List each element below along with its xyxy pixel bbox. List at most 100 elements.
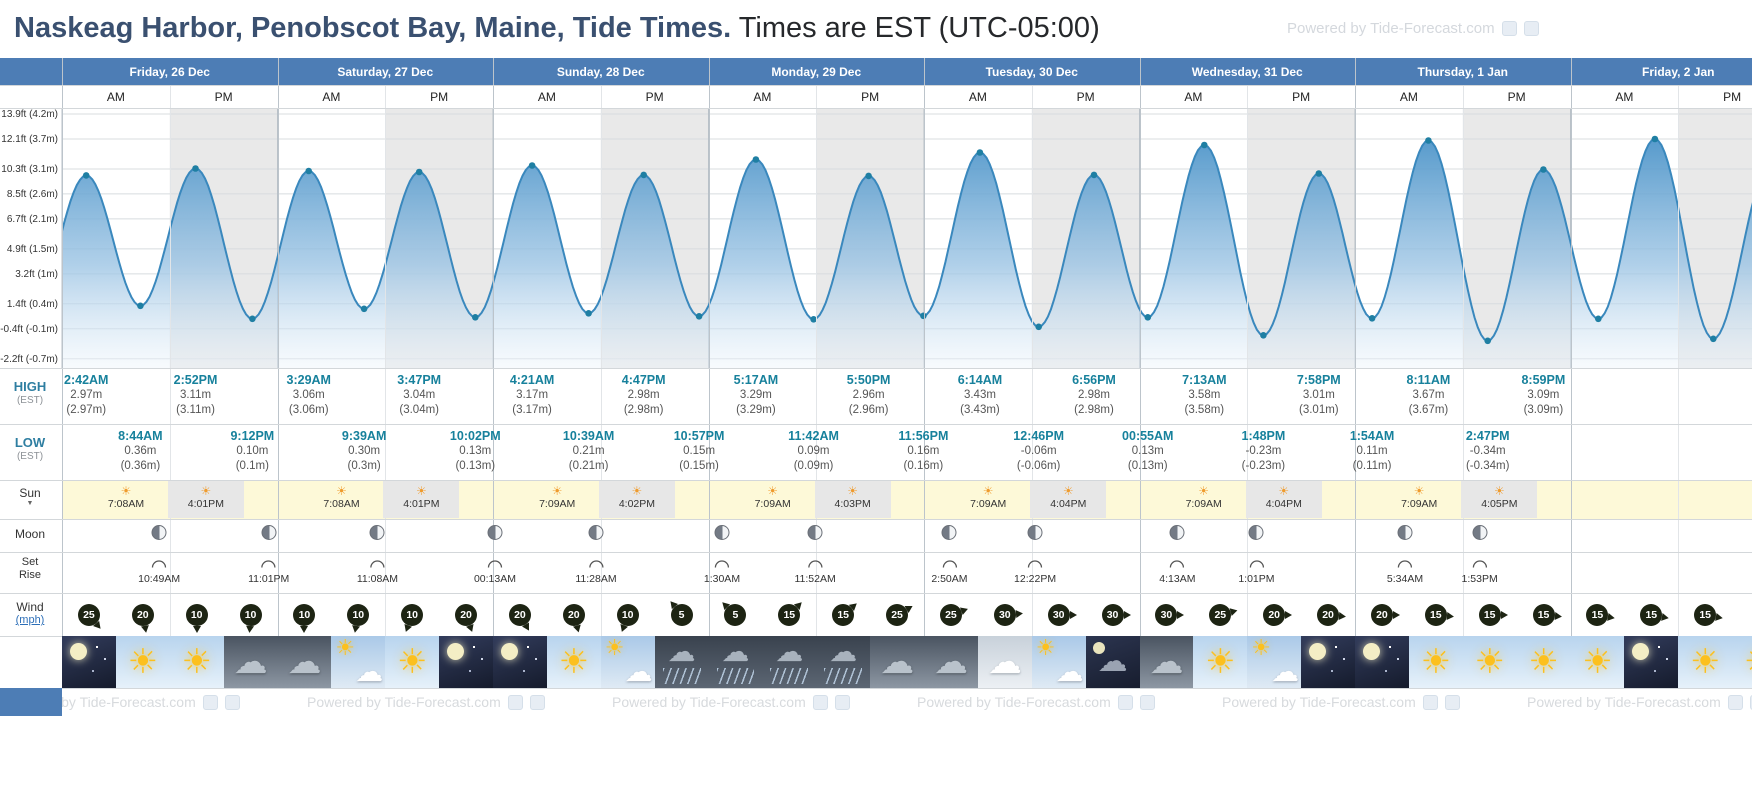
- moon-setrise-entry: 12:22PM: [1014, 555, 1056, 585]
- wind-speed-badge: 10: [347, 604, 370, 634]
- weather-icon-suncloud: ☀ ☁: [600, 636, 655, 688]
- wind-speed-badge: 5: [666, 598, 693, 626]
- day-header: Tuesday, 30 Dec: [924, 58, 1140, 85]
- moon-setrise-entry: 1:53PM: [1462, 555, 1498, 585]
- low-tide-entry: 1:48PM -0.23m (-0.23m): [1241, 429, 1286, 473]
- wind-speed-badge: 10: [401, 604, 424, 634]
- weather-icon-sun: ☀: [1516, 636, 1571, 688]
- y-axis-label: 8.5ft (2.6m): [6, 188, 58, 200]
- watermark-text: Powered by Tide-Forecast.com: [612, 694, 806, 710]
- sunrise-entry: ☀ 7:09AM: [1185, 484, 1222, 510]
- powered-by-watermark: Powered by Tide-Forecast.com: [612, 694, 850, 710]
- moon-setrise-entry: 11:28AM: [575, 555, 617, 585]
- wind-speed-badge: 25: [1209, 604, 1239, 626]
- sunset-entry: ☀ 4:02PM: [618, 484, 656, 510]
- wind-speed-badge: 20: [562, 604, 585, 634]
- watermark-photo-icon: [224, 694, 240, 710]
- wind-speed-badge: 20: [455, 604, 478, 634]
- weather-icon-darkcloud: ☁: [870, 636, 924, 688]
- low-tide-entry: 00:55AM 0.13m (0.13m): [1122, 429, 1174, 473]
- wind-speed-badge: 20: [508, 604, 533, 633]
- moon-setrise-entry: 11:01PM: [248, 555, 289, 585]
- wind-speed-badge: 25: [939, 604, 970, 626]
- powered-by-watermark: Powered by Tide-Forecast.com: [1527, 694, 1752, 710]
- row-separator-line: [0, 519, 1752, 520]
- sunrise-icon: ☀: [767, 484, 779, 498]
- timezone-note: Times are EST (UTC-05:00): [738, 12, 1100, 44]
- moon-setrise-entry: 10:49AM: [138, 555, 180, 585]
- y-axis-label: -2.2ft (-0.7m): [0, 353, 58, 365]
- high-tide-entry: 5:50PM 2.96m (2.96m): [846, 373, 891, 417]
- weather-icon-darkcloud: ☁: [223, 636, 278, 688]
- y-axis-label: 13.9ft (4.2m): [1, 109, 58, 120]
- halfday-separator-line: [1462, 85, 1464, 636]
- powered-by-watermark: Powered by Tide-Forecast.com: [307, 694, 545, 710]
- ampm-am-label: AM: [537, 89, 556, 104]
- wind-speed-badge: 10: [616, 604, 639, 634]
- wind-label: Wind: [16, 600, 44, 614]
- setrise-arc-icon: [1249, 560, 1264, 568]
- ampm-pm-label: PM: [1723, 89, 1742, 104]
- row-separator-line: [0, 480, 1752, 481]
- weather-icon-sun: ☀: [1570, 636, 1625, 688]
- day-separator-line: [493, 58, 494, 636]
- wind-speed-badge: 5: [719, 599, 747, 626]
- high-tide-entry: 6:14AM 3.43m (3.43m): [957, 373, 1003, 417]
- high-tide-entry: 3:47PM 3.04m (3.04m): [397, 373, 442, 417]
- weather-icon-night: [493, 636, 547, 688]
- wind-speed-badge: 15: [832, 600, 860, 626]
- day-header: Monday, 29 Dec: [708, 58, 924, 85]
- wind-speed-badge: 20: [131, 604, 154, 634]
- watermark-photo-icon: [1422, 694, 1438, 710]
- mph-unit-link[interactable]: (mph): [15, 614, 45, 627]
- day-header: Thursday, 1 Jan: [1355, 58, 1571, 85]
- moon-phase-icon: [588, 525, 604, 540]
- low-tide-entry: 9:39AM 0.30m (0.3m): [341, 429, 387, 473]
- y-axis-label: 3.2ft (1m): [15, 268, 58, 280]
- ampm-am-label: AM: [322, 89, 341, 104]
- high-tide-entry: 8:11AM 3.67m (3.67m): [1406, 373, 1451, 417]
- ampm-pm-label: PM: [430, 89, 449, 104]
- watermark-text: Powered by Tide-Forecast.com: [307, 694, 501, 710]
- wind-row-label: Wind (mph): [0, 600, 60, 628]
- moon-row-label: Moon: [0, 527, 60, 541]
- sun-expand-caret-icon[interactable]: ▼: [26, 500, 34, 508]
- weather-icon-night: [62, 636, 116, 688]
- sunrise-icon: ☀: [120, 484, 132, 498]
- day-separator-line: [1570, 58, 1572, 636]
- powered-by-watermark: Powered by Tide-Forecast.com: [1287, 20, 1539, 37]
- watermark-photo-icon: [1139, 694, 1155, 710]
- weather-icon-sun: ☀: [1678, 636, 1733, 688]
- weather-icon-sun: ☀: [1732, 636, 1752, 688]
- watermark-photo-icon: [507, 694, 523, 710]
- day-separator-line: [1139, 58, 1141, 636]
- wind-speed-badge: 10: [185, 604, 208, 633]
- high-label: HIGH: [13, 379, 47, 394]
- low-tide-entry: 10:39AM 0.21m (0.21m): [562, 429, 615, 473]
- sunset-cell-bg: [1030, 481, 1107, 518]
- ampm-pm-label: PM: [214, 89, 233, 104]
- high-tide-entry: 7:13AM 3.58m (3.58m): [1182, 373, 1227, 417]
- sunset-icon: ☀: [1062, 484, 1074, 498]
- footer-corner-block: [0, 688, 62, 716]
- sunset-cell-bg: [814, 481, 891, 518]
- moon-phase-icon: [714, 525, 730, 540]
- sunrise-icon: ☀: [336, 484, 347, 498]
- y-axis-label: 10.3ft (3.1m): [1, 163, 58, 175]
- sun-label: Sun: [19, 486, 41, 500]
- weather-icon-sun: ☀: [1462, 636, 1517, 688]
- setrise-arc-icon: [714, 560, 730, 568]
- setrise-arc-icon: [261, 560, 276, 568]
- location-title: Naskeag Harbor, Penobscot Bay, Maine, Ti…: [14, 12, 732, 44]
- set-label: Set: [21, 556, 39, 568]
- halfday-separator-line: [385, 85, 387, 636]
- high-tide-entry: 8:59PM 3.09m (3.09m): [1521, 373, 1566, 417]
- wind-speed-badge: 15: [1586, 604, 1616, 626]
- sunset-icon: ☀: [200, 484, 212, 498]
- y-axis-label: 6.7ft (2.1m): [6, 213, 58, 225]
- weather-icon-suncloud: ☀ ☁: [331, 636, 386, 688]
- ampm-pm-label: PM: [1507, 89, 1526, 104]
- ampm-pm-label: PM: [861, 89, 880, 104]
- low-tide-entry: 1:54AM 0.11m (0.11m): [1349, 429, 1395, 473]
- moon-phase-icon: [807, 525, 823, 540]
